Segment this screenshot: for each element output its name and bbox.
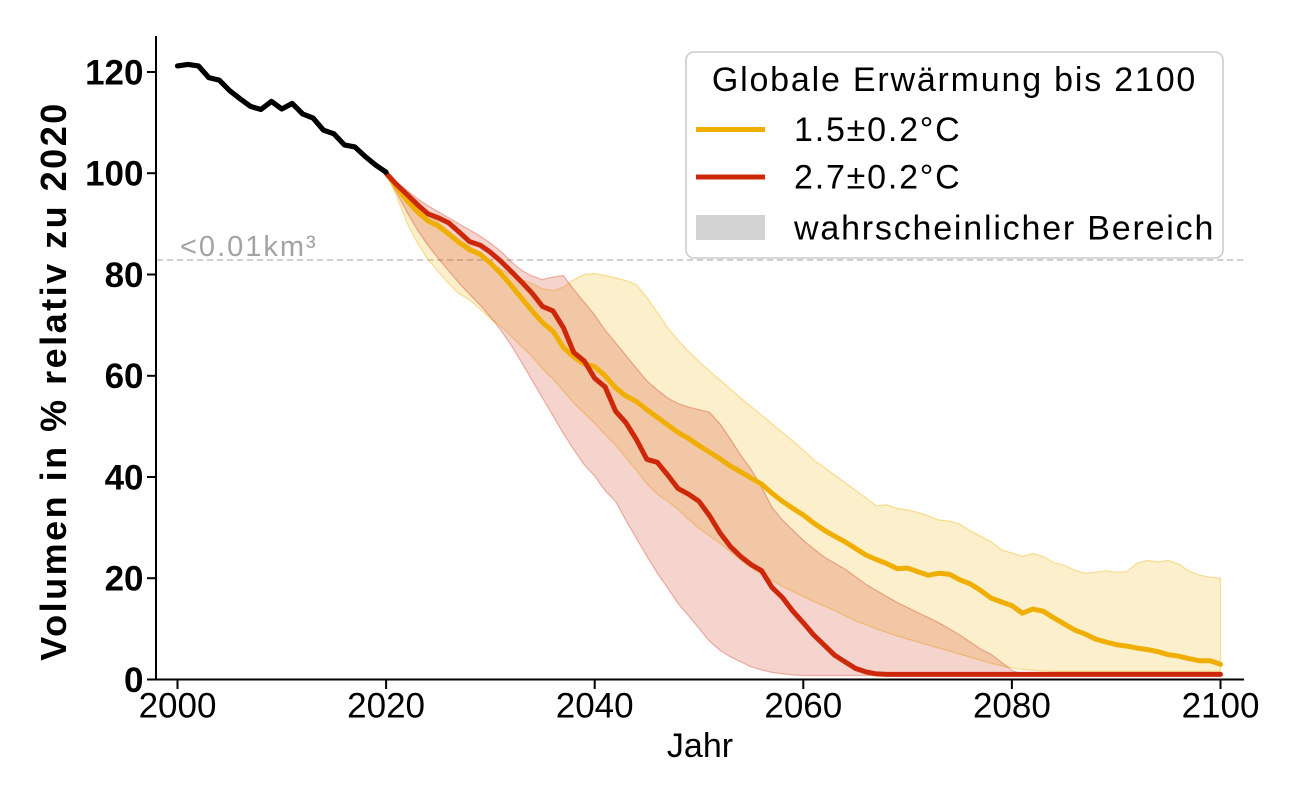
svg-text:wahrscheinlicher Bereich: wahrscheinlicher Bereich [793, 210, 1215, 248]
svg-text:120: 120 [85, 53, 143, 92]
svg-text:2080: 2080 [973, 687, 1051, 726]
svg-text:2.7±0.2°C: 2.7±0.2°C [794, 159, 962, 197]
svg-text:2060: 2060 [764, 687, 842, 726]
svg-text:40: 40 [105, 458, 144, 497]
svg-text:2020: 2020 [347, 687, 425, 726]
svg-text:60: 60 [105, 357, 144, 396]
svg-text:0: 0 [124, 661, 143, 700]
svg-text:1.5±0.2°C: 1.5±0.2°C [794, 111, 962, 149]
svg-text:Globale Erwärmung bis 2100: Globale Erwärmung bis 2100 [712, 61, 1197, 99]
svg-text:100: 100 [85, 155, 143, 194]
svg-text:80: 80 [105, 256, 144, 295]
svg-text:2040: 2040 [556, 687, 634, 726]
svg-text:Volumen in % relativ zu 2020: Volumen in % relativ zu 2020 [33, 101, 74, 661]
svg-text:<0.01km³: <0.01km³ [180, 231, 318, 263]
svg-text:2000: 2000 [139, 687, 217, 726]
svg-text:2100: 2100 [1182, 687, 1260, 726]
svg-text:20: 20 [105, 560, 144, 599]
svg-text:Jahr: Jahr [667, 727, 733, 765]
